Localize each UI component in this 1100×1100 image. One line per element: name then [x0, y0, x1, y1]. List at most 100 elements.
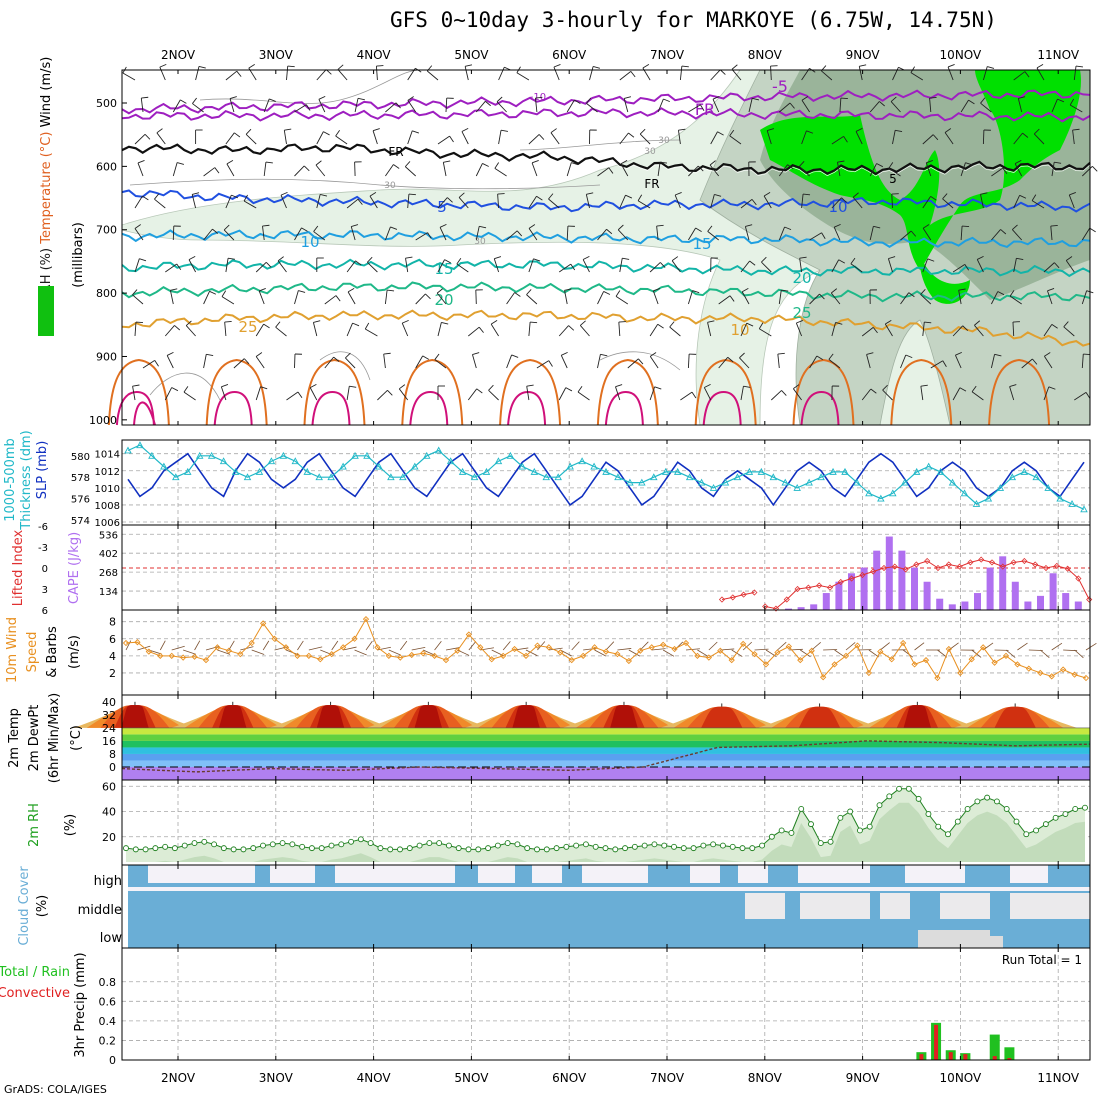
wind10m-barb: [605, 641, 615, 651]
x-tick-label-bottom: 8NOV: [748, 1071, 783, 1085]
rh-point: [827, 838, 834, 845]
wind10m-barb: [720, 648, 735, 651]
thickness-point: [757, 467, 766, 475]
wind-barb: [809, 232, 822, 241]
wind-barb-flag: [1016, 257, 1024, 261]
wind-barb-flag: [654, 386, 662, 390]
wind10m-barb: [331, 640, 339, 651]
wind-barb-flag: [692, 290, 700, 294]
wind10m-point: [774, 649, 781, 656]
wind-barb: [255, 356, 265, 369]
wind-barb: [1073, 66, 1077, 81]
wind-barb-flag: [659, 161, 668, 164]
y-tick-label: 60: [102, 780, 116, 793]
wind-barb-flag: [796, 319, 804, 324]
contour-label: 10: [730, 321, 749, 339]
wind-barb: [597, 291, 605, 305]
wind-barb: [498, 130, 502, 145]
y-tick-label: 0.4: [99, 1015, 117, 1028]
cape-bar: [974, 593, 981, 610]
wind10m-point: [168, 652, 175, 659]
thickness-point: [530, 467, 539, 475]
thickness-point: [327, 473, 335, 481]
temp-contour-30: [401, 358, 464, 426]
rh-point: [289, 841, 296, 848]
wind-barb: [884, 323, 893, 337]
wind10m-barb: [685, 648, 700, 651]
thickness-point: [889, 489, 897, 497]
wind-barb: [709, 164, 720, 177]
wind-barb: [405, 258, 409, 273]
li-line-b: [765, 559, 1090, 610]
wind-barb-flag: [364, 322, 370, 330]
rh-point: [406, 845, 413, 852]
wind-barb-flag: [745, 224, 753, 227]
wind-barb: [778, 164, 788, 177]
wind-barb-flag: [393, 164, 400, 169]
wind-barb: [869, 226, 874, 241]
wind-barb: [1081, 165, 1093, 177]
wind-barb-flag: [390, 226, 398, 230]
wind-barb-flag: [799, 256, 807, 259]
wind10m-point: [477, 644, 484, 651]
contour-label: 30: [384, 181, 396, 191]
x-tick-label-bottom: 3NOV: [259, 1071, 294, 1085]
wind10m-barb: [171, 645, 185, 651]
wind-barb-flag: [787, 164, 794, 170]
wind-barb-flag: [500, 129, 509, 132]
cape-bar: [1024, 601, 1032, 610]
wind-barb: [415, 232, 428, 241]
wind-barb-flag: [144, 133, 151, 140]
cape-bar: [1074, 601, 1082, 610]
rh-point: [974, 798, 981, 805]
wind-barb-flag: [441, 321, 449, 325]
wind-barb-flag: [476, 388, 483, 394]
wind-barb-flag: [263, 323, 270, 329]
wind-barb: [900, 292, 910, 305]
wind-barb: [294, 227, 302, 241]
y-tick-label: 1014: [95, 450, 120, 461]
thickness-point: [900, 478, 909, 486]
thickness-point: [590, 462, 598, 470]
wind10m-barb: [548, 647, 563, 651]
wind-barb: [861, 327, 874, 337]
wind-barb: [337, 69, 348, 81]
wind-barb: [169, 290, 174, 305]
wind10m-point: [1037, 669, 1044, 677]
rh-point: [661, 842, 668, 849]
wind-barb-flag: [305, 104, 311, 111]
wind-barb: [900, 230, 912, 241]
wind10m-barb: [628, 649, 641, 657]
wind-barb-flag: [383, 352, 391, 355]
wind-barb: [687, 353, 690, 369]
wind-barb-flag: [965, 162, 973, 166]
wind-barb: [536, 360, 550, 369]
wind-barb-flag: [323, 131, 330, 136]
wind10m-point: [1048, 673, 1055, 680]
temp-contour-30: [205, 358, 268, 426]
rh-point: [553, 845, 560, 852]
wind-barb-flag: [310, 383, 317, 389]
wind-barb: [233, 358, 245, 369]
wind-barb: [1050, 226, 1053, 241]
wind-barb: [415, 355, 424, 369]
wind10m-point: [408, 651, 415, 659]
wind10m-line: [125, 617, 1087, 680]
wind-barb: [255, 386, 261, 401]
thickness-point: [554, 473, 562, 481]
wind-barb-flag: [337, 64, 344, 70]
thickness-point: [387, 473, 395, 481]
wind-barb: [407, 194, 410, 209]
wind-barb: [947, 66, 954, 81]
wind-barb: [674, 194, 681, 209]
y-tick-label: 0.6: [99, 995, 117, 1008]
rh-point: [152, 845, 159, 852]
wind10m-point: [511, 645, 518, 653]
rh-contour: [199, 69, 421, 104]
wind-barb-flag: [387, 289, 395, 292]
wind-barb: [718, 295, 731, 305]
cloud-high-gap: [905, 865, 965, 883]
precip-bar-total: [989, 1034, 1000, 1060]
wind-barb-flag: [816, 355, 824, 360]
temp-contour--5: [121, 107, 1091, 123]
